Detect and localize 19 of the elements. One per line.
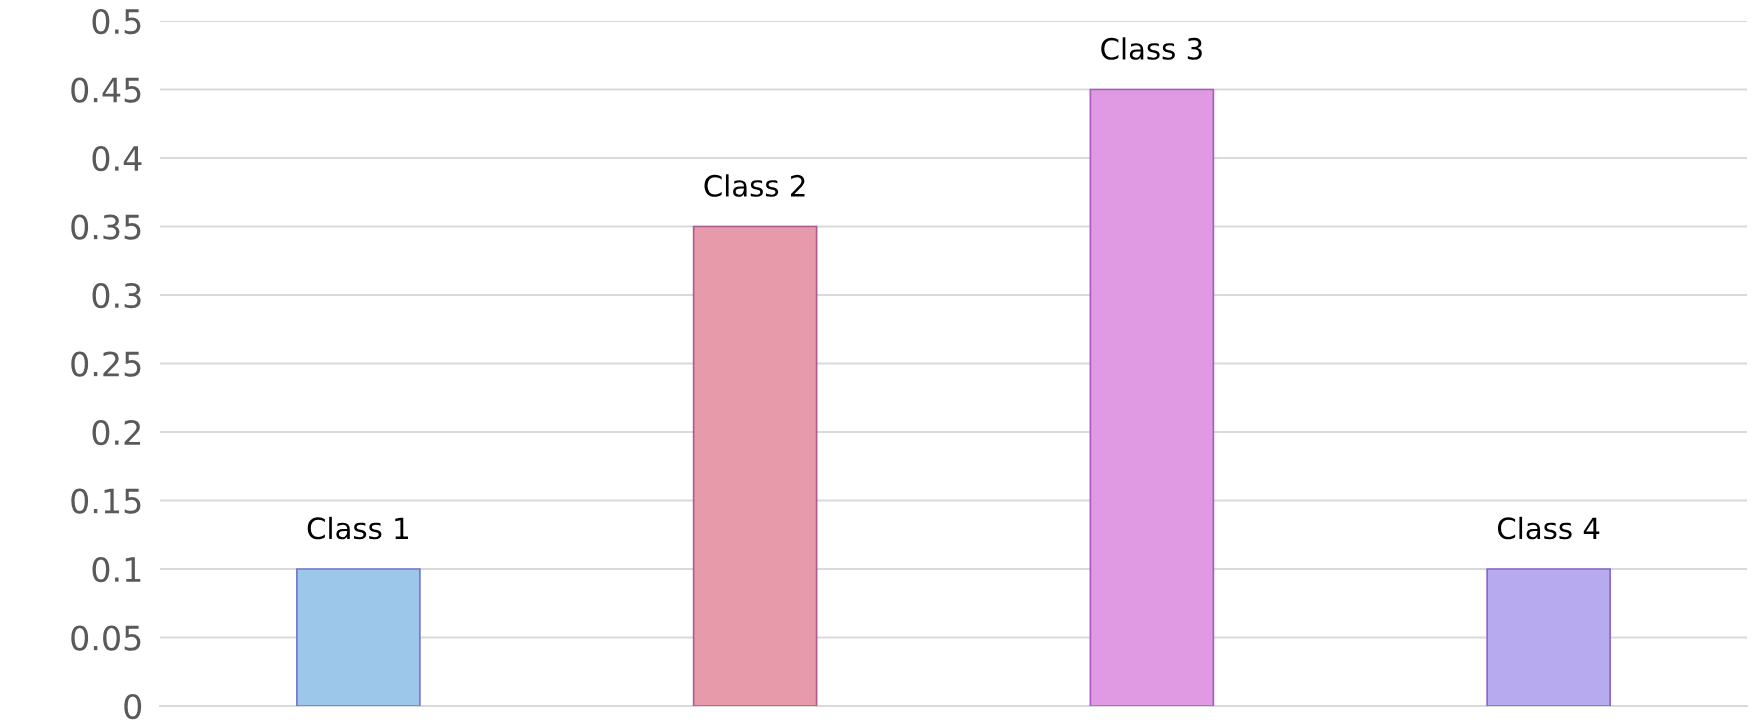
- bar: [1486, 568, 1611, 706]
- y-tick-label: 0.45: [71, 77, 141, 103]
- y-tick-label: 0.4: [92, 145, 142, 172]
- y-tick-label: 0.25: [71, 351, 141, 377]
- y-tick-label: 0.3: [92, 282, 141, 309]
- bar: [692, 225, 818, 706]
- y-tick-label: 0.35: [71, 214, 141, 240]
- bar: [1089, 88, 1215, 706]
- bar: [296, 568, 421, 706]
- y-tick-label: 0.2: [92, 419, 140, 446]
- y-tick-label: 0.15: [71, 488, 141, 514]
- y-tick-label: 0.1: [92, 556, 141, 583]
- x-tick-label: Class 2: [704, 174, 805, 197]
- y-tick-label: 0.5: [92, 8, 141, 35]
- y-tick-label: 0: [124, 693, 142, 720]
- x-tick-label: Class 1: [307, 516, 408, 540]
- x-tick-label: Class 3: [1101, 37, 1202, 60]
- x-tick-label: Class 4: [1497, 516, 1600, 540]
- y-tick-label: 0.05: [71, 625, 141, 651]
